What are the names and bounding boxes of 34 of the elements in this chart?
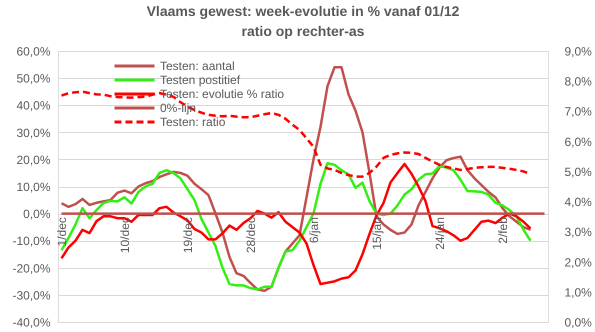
y-tick-label: -20,0% <box>12 261 51 276</box>
y2-tick-label: 9,0% <box>564 44 592 58</box>
legend-label: Testen postitief <box>160 73 241 87</box>
y-tick-label: 50,0% <box>16 72 51 86</box>
y2-tick-label: 3,0% <box>564 225 592 240</box>
x-tick-label: 15/jan <box>370 217 384 250</box>
x-tick-label: 19/dec <box>181 217 195 254</box>
y2-tick-label: 6,0% <box>564 134 592 149</box>
y2-tick-label: 5,0% <box>564 164 592 179</box>
y-tick-label: -30,0% <box>12 288 51 302</box>
y-tick-label: 20,0% <box>16 152 51 167</box>
chart-title: Vlaams gewest: week-evolutie in % vanaf 01/12 <box>146 3 460 19</box>
y2-tick-label: 1,0% <box>564 285 592 300</box>
y2-tick-label: 8,0% <box>564 74 592 89</box>
y-tick-label: 0,0% <box>23 207 51 222</box>
y-tick-label: 10,0% <box>16 180 51 194</box>
x-tick-label: 2/feb <box>496 216 510 244</box>
y-tick-label: 60,0% <box>16 44 51 58</box>
y2-tick-label: 4,0% <box>564 195 592 210</box>
x-tick-label: 24/jan <box>433 217 447 250</box>
legend-label: Testen: ratio <box>160 115 226 129</box>
y-tick-label: 40,0% <box>16 98 51 113</box>
x-tick-label: 10/dec <box>118 217 132 254</box>
x-tick-label: 1/dec <box>55 217 69 246</box>
legend-label: Testen: aantal <box>160 59 235 73</box>
y2-tick-label: 2,0% <box>564 255 592 270</box>
y-tick-label: 30,0% <box>16 126 51 140</box>
y2-tick-label: 7,0% <box>564 104 592 119</box>
chart-subtitle: ratio op rechter-as <box>242 23 365 39</box>
y-tick-label: -10,0% <box>12 234 51 248</box>
y2-tick-label: 0,0% <box>564 316 592 330</box>
x-tick-label: 6/jan <box>307 217 321 244</box>
y-tick-label: -40,0% <box>12 316 51 330</box>
x-tick-label: 28/dec <box>244 217 258 254</box>
